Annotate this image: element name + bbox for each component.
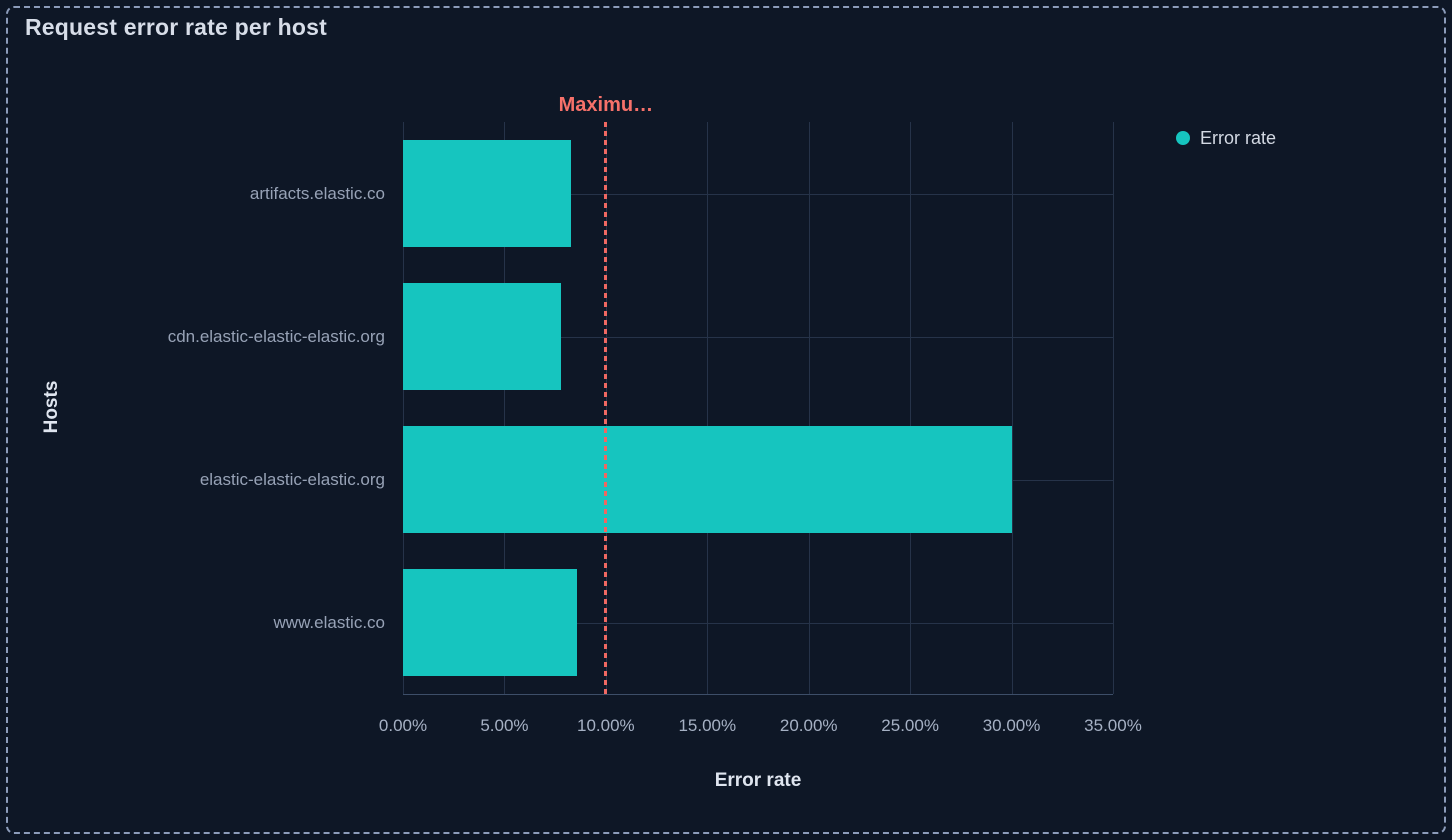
- vertical-gridline: [808, 122, 810, 694]
- chart-title: Request error rate per host: [25, 14, 327, 40]
- category-label-artifacts.elastic.co: artifacts.elastic.co: [249, 183, 385, 203]
- vertical-gridline: [504, 122, 506, 694]
- horizontal-gridline: [403, 193, 1113, 195]
- legend-item-label: Error rate: [1200, 128, 1277, 148]
- x-tick-label-15.00%: 15.00%: [678, 716, 737, 735]
- x-tick-label-35.00%: 35.00%: [1084, 716, 1142, 735]
- category-label-www.elastic.co: www.elastic.co: [273, 612, 385, 632]
- x-tick-label-0.00%: 0.00%: [378, 716, 428, 735]
- vertical-gridline: [1011, 122, 1013, 694]
- x-tick-label-10.00%: 10.00%: [577, 716, 635, 735]
- legend: Error rate: [1176, 126, 1276, 150]
- bar-cdn.elastic-elastic-elastic.org[interactable]: [403, 283, 562, 390]
- bar-elastic-elastic-elastic.org[interactable]: [403, 426, 1012, 533]
- threshold-label: Maximu…: [558, 94, 654, 116]
- chart-plot-area: Maximu…: [403, 94, 1114, 695]
- category-label-cdn.elastic-elastic-elastic.org: cdn.elastic-elastic-elastic.org: [167, 326, 385, 346]
- x-tick-label-20.00%: 20.00%: [779, 716, 838, 735]
- threshold-line: [604, 122, 608, 694]
- bar-www.elastic.co[interactable]: [403, 569, 578, 676]
- vertical-gridline: [910, 122, 912, 694]
- x-tick-label-5.00%: 5.00%: [480, 716, 529, 735]
- category-label-elastic-elastic-elastic.org: elastic-elastic-elastic.org: [199, 469, 385, 489]
- x-axis-title: Error rate: [714, 770, 802, 791]
- legend-series-dot-icon: [1176, 131, 1190, 145]
- x-axis-line: [403, 694, 1113, 695]
- x-axis-tick-labels: 0.00% 5.00% 10.00% 15.00% 20.00% 25.00% 30.00%…: [379, 714, 1142, 738]
- x-tick-label-30.00%: 30.00%: [982, 716, 1041, 735]
- vertical-gridline: [1113, 122, 1114, 694]
- legend-item-Error rate[interactable]: Error rate: [1176, 126, 1276, 150]
- y-axis-category-labels: artifacts.elastic.co cdn.elastic-elastic-…: [0, 122, 385, 694]
- vertical-gridline: [403, 122, 404, 694]
- vertical-gridline: [707, 122, 709, 694]
- x-tick-label-25.00%: 25.00%: [881, 716, 939, 735]
- horizontal-gridline: [403, 336, 1113, 338]
- bar-artifacts.elastic.co[interactable]: [403, 140, 572, 247]
- horizontal-gridline: [403, 622, 1113, 624]
